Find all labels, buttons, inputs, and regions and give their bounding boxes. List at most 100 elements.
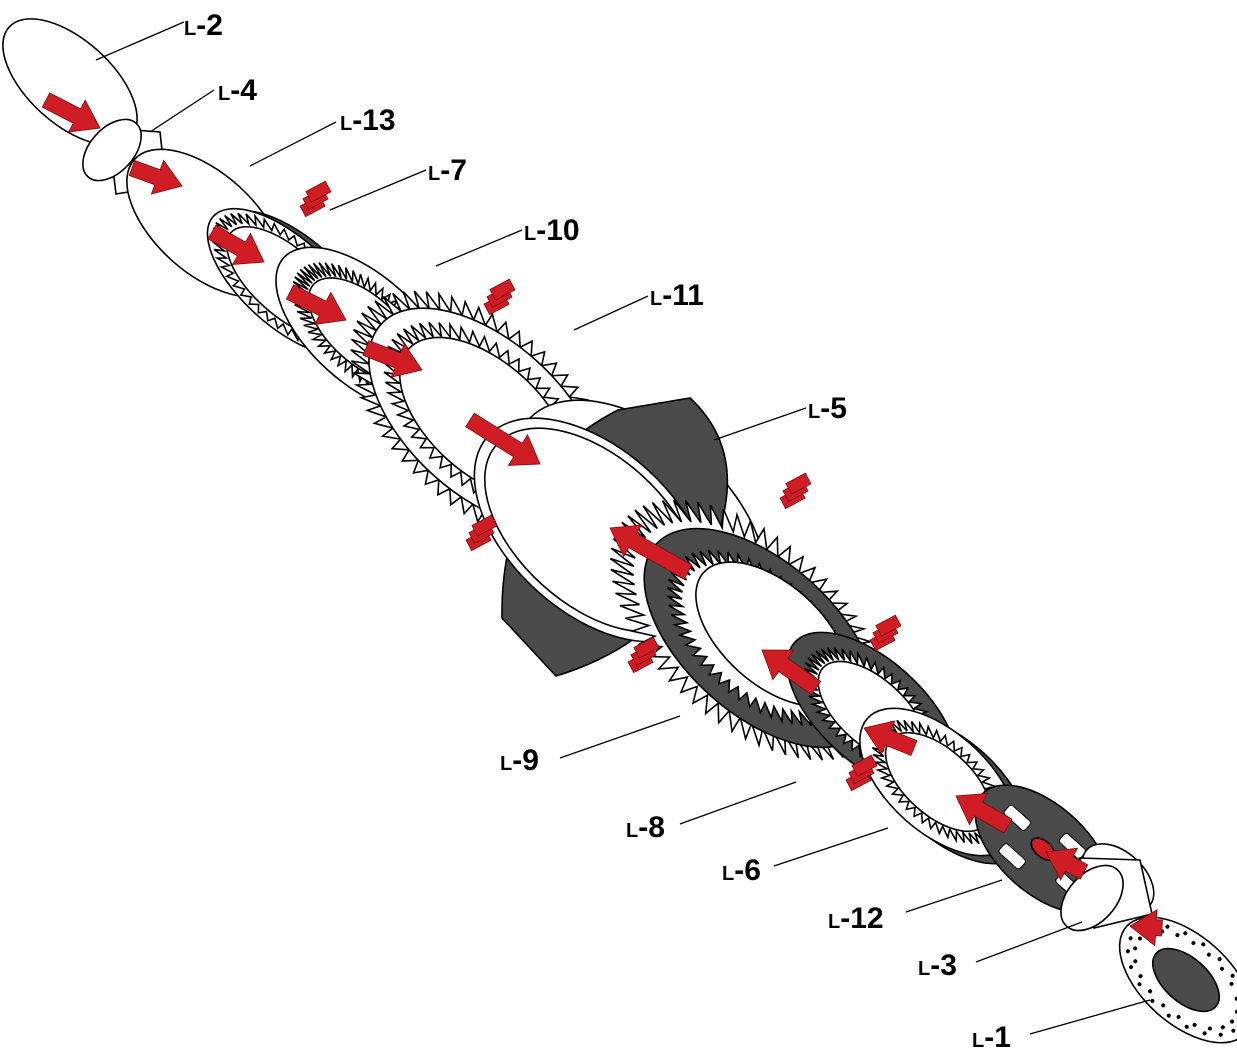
direction-arrow [609, 524, 693, 580]
leader-line [149, 89, 215, 133]
part-l3-cylinder [1060, 843, 1155, 932]
part-l1-hole [1220, 1025, 1225, 1030]
part-l1-hole [1165, 924, 1170, 929]
leader-line [773, 827, 889, 867]
part-l1-centre [1152, 947, 1220, 1013]
part-l1-hole [1161, 1003, 1166, 1008]
red-tab-group [779, 472, 812, 510]
red-tab-group [869, 614, 902, 652]
red-tab [489, 278, 516, 301]
part-l1-hole [1133, 946, 1138, 951]
part-label-l-1: L-1 [972, 1021, 1011, 1054]
direction-arrow [863, 720, 918, 756]
part-label-prefix: L [524, 223, 536, 245]
part-l1-hole [1207, 1026, 1212, 1031]
part-label-prefix: L [184, 18, 196, 40]
part-l1-hole [1150, 998, 1155, 1003]
labels-layer: L-2L-4L-13L-7L-10L-11L-5L-9L-8L-6L-12L-3… [184, 9, 1011, 1054]
red-tab [633, 636, 660, 659]
part-label-l-3: L-3 [918, 949, 957, 982]
leader-line [559, 715, 681, 759]
part-label-l-10: L-10 [524, 214, 580, 247]
part-label-prefix: L [340, 113, 352, 135]
part-label-prefix: L [828, 911, 840, 933]
red-tab-group [627, 636, 660, 674]
part-label-number: -6 [734, 854, 761, 887]
part-l1-hole [1229, 981, 1234, 986]
red-tab [851, 754, 878, 777]
part-label-prefix: L [626, 820, 638, 842]
part-label-prefix: L [500, 753, 512, 775]
part-label-number: -10 [536, 214, 579, 247]
part-l1-hole [1219, 966, 1224, 971]
part-label-number: -12 [840, 902, 883, 935]
part-label-l-4: L-4 [218, 74, 257, 107]
direction-arrow [207, 224, 265, 266]
part-l1-hole [1230, 1019, 1235, 1024]
part-l1-hole [1176, 1014, 1181, 1019]
part-label-prefix: L [918, 958, 930, 980]
leader-line [713, 407, 807, 441]
direction-arrow [955, 792, 1013, 834]
part-label-prefix: L [650, 288, 662, 310]
part-l1-hole [1166, 1013, 1171, 1018]
part-l1-hole [1183, 931, 1188, 936]
red-tab [305, 180, 332, 203]
part-l1-hole [1175, 933, 1180, 938]
red-tab [471, 514, 498, 537]
part-l1-hole [1137, 982, 1142, 987]
part-label-prefix: L [722, 863, 734, 885]
part-l1-hole [1184, 1024, 1189, 1029]
direction-arrow [285, 284, 347, 326]
part-l1-hole [1202, 1031, 1207, 1036]
part-l1-hole [1125, 949, 1130, 954]
direction-arrow [362, 340, 423, 378]
leader-line [1029, 999, 1151, 1035]
part-l1-hole [1218, 1032, 1223, 1037]
part-l1-hole [1192, 1022, 1197, 1027]
leader-line [435, 229, 523, 267]
part-l1-hole [1201, 942, 1206, 947]
part-label-number: -9 [512, 744, 539, 777]
leader-line [95, 21, 185, 61]
part-label-prefix: L [972, 1030, 984, 1052]
part-label-number: -2 [196, 9, 223, 42]
leader-line [249, 121, 337, 167]
direction-arrow [1045, 847, 1089, 881]
leader-line [975, 921, 1083, 963]
part-l1-hole [1230, 973, 1235, 978]
arrows-layer [41, 92, 1163, 947]
part-label-l-12: L-12 [828, 902, 884, 935]
part-label-prefix: L [218, 83, 230, 105]
red-tab-group [845, 754, 878, 792]
part-label-number: -8 [638, 811, 665, 844]
part-l1-hole [1217, 957, 1222, 962]
part-l1-hole [1128, 936, 1133, 941]
direction-arrow [761, 649, 822, 696]
part-l12-window [1003, 804, 1031, 831]
part-label-number: -5 [820, 392, 847, 425]
part-l1-hole [1133, 959, 1138, 964]
part-label-number: -13 [352, 104, 395, 137]
direction-arrow [41, 92, 101, 133]
direction-arrow [465, 412, 541, 466]
part-label-number: -7 [440, 154, 467, 187]
part-label-l-9: L-9 [500, 744, 539, 777]
part-l1-hole [1148, 989, 1153, 994]
part-l1-hole [1191, 941, 1196, 946]
red-tab [785, 472, 812, 495]
leader-line [329, 169, 427, 211]
red-tab-group [299, 180, 332, 218]
part-label-l-5: L-5 [808, 392, 847, 425]
part-l1-hole [1231, 1028, 1236, 1033]
leader-line [905, 879, 1003, 913]
part-label-number: -4 [230, 74, 257, 107]
leaders-layer [95, 21, 1151, 1035]
part-label-number: -3 [930, 949, 957, 982]
part-l3-front [1060, 864, 1124, 932]
part-label-l-11: L-11 [650, 279, 704, 312]
part-label-l-7: L-7 [428, 154, 467, 187]
part-l1-hole [1129, 965, 1134, 970]
part-l1-hole [1137, 936, 1142, 941]
direction-arrow [128, 159, 183, 195]
